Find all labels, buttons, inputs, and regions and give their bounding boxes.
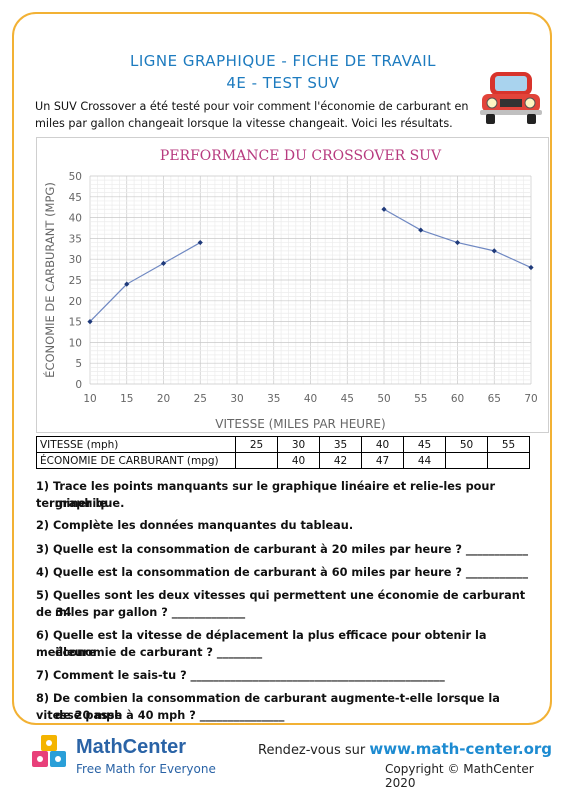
question-7[interactable]: 7) Comment le sais-tu ? ________________…	[36, 669, 445, 682]
x-tick-label: 15	[120, 393, 133, 405]
x-tick-label: 60	[451, 393, 464, 405]
table-row-label: VITESSE (mph)	[36, 436, 236, 453]
table-row-speed: VITESSE (mph) 25 30 35 40 45 50 55	[36, 436, 530, 453]
question-1: 1) Trace les points manquants sur le gra…	[36, 480, 496, 510]
y-tick-label: 10	[69, 337, 82, 349]
worksheet-title: LIGNE GRAPHIQUE - FICHE DE TRAVAIL	[130, 52, 436, 70]
question-1-cont: graphique.	[55, 497, 125, 510]
table-cell: 42	[319, 452, 362, 469]
question-8-cont[interactable]: de 20 mph à 40 mph ? _______________	[55, 709, 285, 722]
footer-visit: Rendez-vous sur www.math-center.org	[258, 740, 552, 758]
x-tick-label: 50	[377, 393, 390, 405]
table-cell: 35	[319, 436, 362, 453]
brand-name: MathCenter	[76, 736, 187, 758]
data-point	[381, 206, 387, 212]
question-5-cont[interactable]: miles par gallon ? _____________	[55, 606, 246, 619]
question-4[interactable]: 4) Quelle est la consommation de carbura…	[36, 566, 528, 579]
x-tick-label: 20	[157, 393, 170, 405]
question-6-cont[interactable]: économie de carburant ? ________	[55, 646, 263, 659]
line-chart-svg: PERFORMANCE DU CROSSOVER SUV 10 15 20 25 30 35…	[42, 148, 538, 431]
footer-visit-label: Rendez-vous sur	[258, 743, 366, 758]
table-cell: 45	[403, 436, 446, 453]
x-tick-label: 45	[341, 393, 354, 405]
data-point	[418, 227, 424, 233]
copyright: Copyright © MathCenter 2020	[385, 762, 534, 790]
intro-text: Un SUV Crossover a été testé pour voir c…	[35, 100, 469, 130]
chart-title: PERFORMANCE DU CROSSOVER SUV	[160, 148, 442, 164]
y-tick-label: 15	[69, 317, 82, 329]
question-6: 6) Quelle est la vitesse de déplacement …	[36, 629, 487, 659]
brand-tagline: Free Math for Everyone	[76, 762, 216, 776]
y-axis-label: ÉCONOMIE DE CARBURANT (MPG)	[42, 182, 57, 378]
y-tick-label: 35	[69, 233, 82, 245]
y-tick-label: 25	[69, 275, 82, 287]
x-tick-label: 65	[488, 393, 501, 405]
data-point	[160, 260, 167, 266]
question-8: 8) De combien la consommation de carbura…	[36, 692, 500, 722]
table-cell: 25	[235, 436, 278, 453]
data-point	[197, 239, 203, 246]
y-tick-label: 0	[75, 379, 82, 391]
y-tick-label: 40	[69, 213, 82, 225]
question-3[interactable]: 3) Quelle est la consommation de carbura…	[36, 543, 528, 556]
y-tick-label: 50	[69, 171, 82, 183]
question-2: 2) Complète les données manquantes du ta…	[36, 519, 354, 532]
series-line	[89, 242, 201, 323]
data-point	[454, 239, 461, 246]
website-link[interactable]: www.math-center.org	[369, 740, 553, 758]
data-point	[528, 264, 534, 271]
data-point	[491, 248, 497, 254]
x-tick-label: 55	[414, 393, 427, 405]
table-cell: 44	[403, 452, 446, 469]
table-cell: 55	[487, 436, 530, 453]
line-chart: PERFORMANCE DU CROSSOVER SUV 10 15 20 25 30 35…	[36, 137, 549, 433]
y-tick-label: 20	[69, 296, 82, 308]
y-tick-label: 30	[69, 254, 82, 266]
data-table: VITESSE (mph) 25 30 35 40 45 50 55 ÉCONO…	[36, 436, 530, 469]
table-cell: 50	[445, 436, 488, 453]
table-cell: 47	[361, 452, 404, 469]
mathcenter-logo-icon	[32, 735, 66, 767]
table-row-economy: ÉCONOMIE DE CARBURANT (mpg) 40 42 47 44	[36, 452, 530, 469]
table-cell: 40	[361, 436, 404, 453]
table-cell-answer[interactable]	[235, 452, 278, 469]
table-cell: 30	[277, 436, 320, 453]
table-row-label: ÉCONOMIE DE CARBURANT (mpg)	[36, 452, 236, 469]
y-tick-label: 5	[75, 358, 82, 370]
worksheet-border	[12, 12, 552, 725]
table-cell-answer[interactable]	[487, 452, 530, 469]
y-tick-label: 45	[69, 192, 82, 204]
x-tick-label: 10	[83, 393, 96, 405]
table-cell: 40	[277, 452, 320, 469]
x-tick-label: 35	[267, 393, 280, 405]
x-axis-label: VITESSE (MILES PAR HEURE)	[215, 417, 385, 431]
worksheet-subtitle: 4E - TEST SUV	[226, 74, 340, 92]
x-tick-label: 30	[230, 393, 243, 405]
x-tick-label: 40	[304, 393, 317, 405]
x-tick-label: 25	[194, 393, 207, 405]
car-illustration-icon	[480, 72, 542, 124]
table-cell-answer[interactable]	[445, 452, 488, 469]
question-5: 5) Quelles sont les deux vitesses qui pe…	[36, 589, 526, 619]
x-tick-label: 70	[524, 393, 537, 405]
